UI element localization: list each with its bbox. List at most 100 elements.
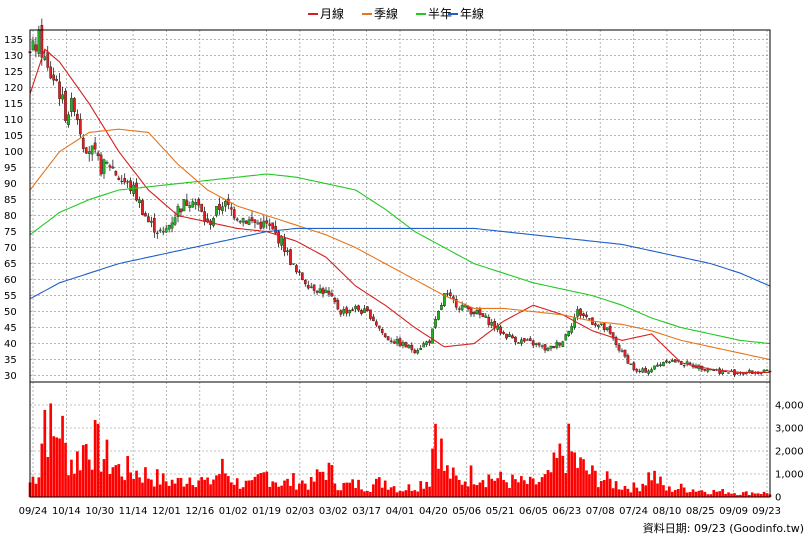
candle-down <box>84 147 88 154</box>
volume-bar <box>691 489 695 497</box>
volume-bar <box>635 487 639 497</box>
volume-bar <box>176 477 180 497</box>
volume-bar <box>534 484 538 497</box>
volume-bar <box>451 467 455 497</box>
candle-down <box>197 199 201 206</box>
volume-bar <box>55 437 58 497</box>
volume-bar <box>333 483 337 497</box>
volume-bar <box>511 474 514 497</box>
candle-down <box>295 265 298 273</box>
candle-down <box>481 313 485 317</box>
volume-bar <box>558 443 562 497</box>
volume-bar <box>73 473 76 497</box>
candle-down <box>81 138 85 149</box>
candle-up <box>155 232 159 234</box>
volume-bar <box>676 488 680 497</box>
candle-up <box>434 319 437 328</box>
volume-bar <box>457 479 461 497</box>
volume-bar <box>469 465 473 497</box>
candle-down <box>632 362 636 370</box>
candle-up <box>570 326 574 333</box>
volume-bar <box>238 488 242 497</box>
candle-down <box>336 300 340 310</box>
candle-down <box>235 218 239 221</box>
volume-bar <box>158 484 162 497</box>
candle-up <box>309 286 313 288</box>
candle-up <box>158 229 162 231</box>
date-tick-label: 08/25 <box>686 506 715 517</box>
candle-up <box>241 218 245 223</box>
candle-down <box>64 91 67 121</box>
volume-bar <box>446 465 449 497</box>
volume-bar <box>736 495 739 497</box>
date-tick-label: 09/24 <box>19 506 48 517</box>
candle-up <box>43 56 47 60</box>
volume-bar <box>46 457 50 497</box>
volume-bar <box>460 484 464 497</box>
candle-up <box>262 220 266 228</box>
volume-bar <box>377 477 381 497</box>
volume-bar <box>191 485 195 497</box>
candle-down <box>594 323 597 326</box>
volume-bar <box>614 481 618 497</box>
candle-down <box>404 342 408 348</box>
candle-down <box>602 323 606 330</box>
volume-bar <box>309 477 313 497</box>
candle-up <box>721 370 724 375</box>
volume-bar <box>351 479 354 497</box>
candle-down <box>386 336 390 341</box>
candle-up <box>573 317 576 328</box>
volume-bar <box>715 491 719 497</box>
candle-down <box>315 290 319 293</box>
candle-down <box>428 340 431 344</box>
volume-bar <box>265 471 269 497</box>
candle-up <box>173 217 177 225</box>
volume-bar <box>582 459 585 497</box>
volume-bar <box>395 492 399 497</box>
volume-bar <box>623 485 627 497</box>
volume-bar <box>620 489 624 497</box>
candle-up <box>508 334 511 337</box>
volume-bar <box>475 485 479 497</box>
candle-up <box>324 289 328 293</box>
ma-line-1 <box>29 48 770 373</box>
candle-down <box>623 349 627 357</box>
candle-down <box>635 369 639 372</box>
volume-tick-label: 1,000 <box>775 470 804 481</box>
volume-bar <box>380 487 384 497</box>
candle-down <box>357 305 360 311</box>
candle-down <box>392 341 396 344</box>
volume-bar <box>164 481 168 497</box>
volume-bar <box>626 488 630 497</box>
volume-bar <box>700 490 704 497</box>
candle-down <box>300 272 304 280</box>
candle-down <box>345 307 349 314</box>
volume-bar <box>277 486 280 497</box>
price-tick-label: 100 <box>4 147 23 158</box>
volume-bar <box>235 478 239 497</box>
volume-bar <box>425 481 428 497</box>
candle-down <box>377 325 381 329</box>
volume-bar <box>605 471 609 497</box>
candle-up <box>164 228 168 233</box>
volume-bar <box>126 456 130 497</box>
candle-down <box>511 335 514 339</box>
volume-bar <box>490 478 494 497</box>
candle-up <box>440 305 443 310</box>
price-tick-label: 105 <box>4 131 23 142</box>
volume-bar <box>135 470 138 497</box>
volume-bar <box>694 491 698 497</box>
candle-down <box>552 345 556 348</box>
volume-bar <box>292 473 295 497</box>
date-tick-label: 07/24 <box>619 506 648 517</box>
candle-down <box>250 217 254 221</box>
volume-bar <box>78 470 82 497</box>
candle-down <box>179 208 183 213</box>
volume-bar <box>499 471 502 497</box>
legend-label-1: 月線 <box>320 6 344 21</box>
ma-line-4 <box>29 227 771 300</box>
volume-bar <box>724 493 727 497</box>
volume-bars <box>28 403 772 497</box>
volume-bar <box>221 458 224 497</box>
volume-bar <box>727 492 730 497</box>
